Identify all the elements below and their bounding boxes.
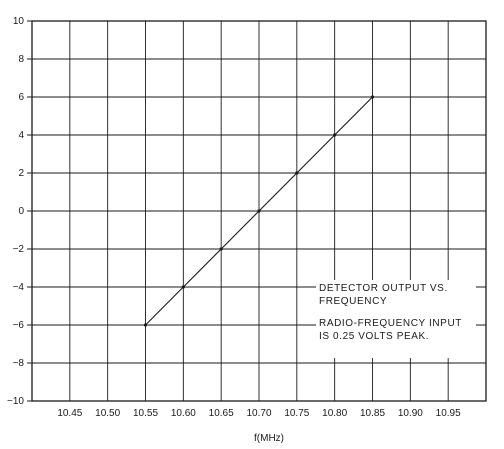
x-tick-label: 10.60 <box>171 408 196 419</box>
x-tick-label: 10.85 <box>360 408 385 419</box>
y-tick-label: 2 <box>18 168 24 179</box>
plot-frame <box>31 20 487 402</box>
y-tick-label: 8 <box>18 54 24 65</box>
annotation-background <box>316 280 476 358</box>
y-tick-label: −6 <box>13 320 25 331</box>
x-tick-label: 10.95 <box>436 408 461 419</box>
y-tick-label: 10 <box>13 16 25 27</box>
y-tick-label: 0 <box>18 206 24 217</box>
data-point <box>295 171 299 175</box>
y-tick-label: −2 <box>13 244 25 255</box>
y-tick-label: 6 <box>18 92 24 103</box>
data-point <box>257 209 261 213</box>
y-tick-label: −8 <box>13 358 25 369</box>
y-tick-label: 4 <box>18 130 24 141</box>
annotation-text: IS 0.25 VOLTS PEAK. <box>319 331 429 342</box>
annotation-text: FREQUENCY <box>319 296 387 307</box>
x-tick-label: 10.90 <box>398 408 423 419</box>
series-layer <box>143 95 375 327</box>
x-tick-label: 10.65 <box>209 408 234 419</box>
x-axis-label: f(MHz) <box>254 433 284 444</box>
y-tick-label: −4 <box>13 282 25 293</box>
x-tick-label: 10.45 <box>57 408 82 419</box>
data-point <box>370 95 375 99</box>
x-tick-label: 10.70 <box>246 408 271 419</box>
data-point <box>181 285 185 289</box>
x-tick-label: 10.50 <box>95 408 120 419</box>
y-axis-ticks: 10 8 6 4 2 0 −2 −4 −6 −8 −10 <box>7 16 32 407</box>
data-point <box>333 133 337 137</box>
data-point <box>219 247 223 251</box>
x-tick-label: 10.75 <box>284 408 309 419</box>
grid <box>32 21 486 401</box>
x-tick-label: 10.55 <box>133 408 158 419</box>
annotation-text: DETECTOR OUTPUT VS. <box>319 283 448 294</box>
x-tick-label: 10.80 <box>322 408 347 419</box>
x-axis-ticks: 10.45 10.50 10.55 10.60 10.65 10.70 10.75 10.80… <box>57 408 461 419</box>
annotations: DETECTOR OUTPUT VS. FREQUENCY RADIO-FREQUE… <box>316 280 476 358</box>
data-point <box>143 323 148 327</box>
annotation-text: RADIO-FREQUENCY INPUT <box>319 318 462 329</box>
y-tick-label: −10 <box>7 396 24 407</box>
